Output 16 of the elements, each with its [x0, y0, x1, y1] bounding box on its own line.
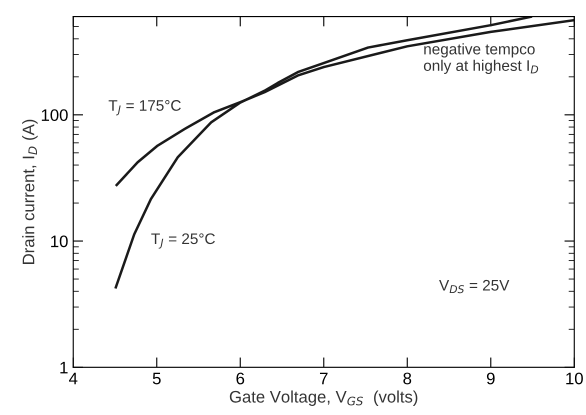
y-axis-title: Drain current, I$_{D}$ (A): [22, 120, 38, 264]
x-tick-label: 8: [403, 372, 412, 384]
x-tick-label: 6: [236, 372, 244, 384]
x-tick-label: 7: [320, 372, 328, 384]
y-tick-label: 10: [51, 235, 68, 248]
annotation: V$_{DS}$ = 25V: [439, 280, 510, 294]
x-tick-label: 5: [152, 372, 161, 384]
annotation: negative tempco only at highest I$_{D}$: [424, 43, 538, 74]
x-tick-label: 9: [486, 372, 495, 384]
series-label: T$_{J}$ = 25°C: [151, 233, 215, 249]
series-label: T$_{J}$ = 175°C: [108, 100, 181, 116]
x-axis-title: Gate Voltage, V$_{GS}$ (volts): [230, 390, 418, 406]
y-tick-label: 100: [42, 109, 68, 122]
x-tick-label: 4: [69, 372, 78, 384]
x-tick-label: 10: [566, 372, 583, 384]
y-tick-label: 1: [60, 362, 68, 374]
